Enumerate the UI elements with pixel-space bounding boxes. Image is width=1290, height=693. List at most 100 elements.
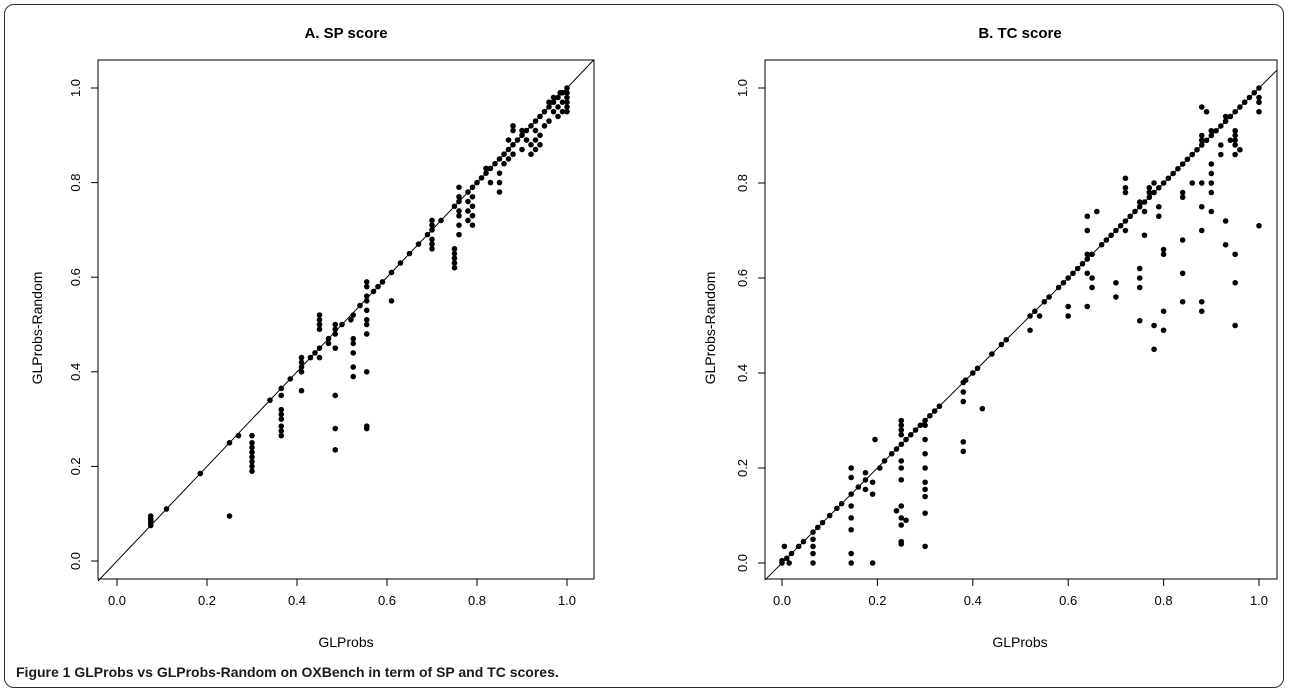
data-point xyxy=(810,529,816,535)
data-point xyxy=(249,458,255,465)
data-point xyxy=(848,503,854,509)
data-point xyxy=(456,198,462,205)
data-point xyxy=(1089,275,1095,281)
data-point xyxy=(474,179,480,186)
data-point xyxy=(1160,251,1167,258)
data-point xyxy=(316,354,323,361)
x-tick-label: 0.0 xyxy=(108,593,126,608)
data-point xyxy=(1136,317,1143,324)
data-point xyxy=(862,486,869,493)
data-point xyxy=(312,350,318,356)
data-point xyxy=(1198,180,1205,186)
data-point xyxy=(1256,108,1262,115)
data-point xyxy=(363,307,370,314)
data-point xyxy=(862,469,869,476)
y-tick-label: 1.0 xyxy=(68,79,83,97)
data-point xyxy=(779,557,785,564)
data-point xyxy=(1136,265,1143,272)
data-point xyxy=(537,132,543,139)
data-point xyxy=(532,146,539,153)
data-point xyxy=(278,411,285,418)
data-point xyxy=(429,246,435,252)
data-point xyxy=(1041,298,1048,305)
data-point xyxy=(848,515,854,521)
data-point xyxy=(1218,123,1224,129)
data-point xyxy=(1070,270,1076,277)
data-point xyxy=(1170,170,1176,177)
x-tick-label: 0.8 xyxy=(468,593,486,608)
data-point xyxy=(1237,146,1243,153)
plot-area: 0.0 0.2 0.4 0.6 0.8 1.0 0.0 0.2 0.4 0.6 0.8 1.0 xyxy=(735,59,1278,608)
y-tick-label: 0.2 xyxy=(735,459,750,477)
data-point xyxy=(350,340,357,347)
data-point xyxy=(564,89,570,96)
data-point xyxy=(1208,180,1215,186)
data-point xyxy=(795,543,802,550)
data-point xyxy=(960,398,967,405)
data-point xyxy=(298,364,305,370)
x-tick-label: 1.0 xyxy=(558,593,576,608)
data-point xyxy=(1122,218,1129,224)
data-point xyxy=(546,104,552,110)
data-point xyxy=(898,427,905,433)
data-point xyxy=(810,560,816,566)
data-point xyxy=(456,222,462,228)
data-point xyxy=(487,179,494,186)
data-point xyxy=(1175,165,1181,172)
data-point xyxy=(350,364,357,370)
x-tick-label: 0.8 xyxy=(1155,593,1173,608)
data-point xyxy=(1098,241,1105,248)
x-tick-label: 0.2 xyxy=(198,593,216,608)
x-tick-label: 0.6 xyxy=(378,593,396,608)
data-point xyxy=(501,160,507,167)
data-point xyxy=(1127,213,1134,220)
data-point xyxy=(298,369,305,375)
data-point xyxy=(1046,294,1052,300)
data-point xyxy=(363,279,370,285)
data-point xyxy=(429,227,435,233)
data-point xyxy=(838,500,845,507)
data-point xyxy=(1208,170,1215,177)
data-point xyxy=(363,293,370,299)
data-point xyxy=(555,104,561,110)
data-point xyxy=(350,312,357,318)
data-point xyxy=(1032,308,1038,315)
data-point xyxy=(370,288,377,295)
data-point xyxy=(974,365,981,372)
data-point xyxy=(501,151,507,158)
data-point xyxy=(876,465,883,471)
data-point xyxy=(1218,142,1224,148)
data-point xyxy=(810,550,816,557)
data-point xyxy=(1232,142,1238,148)
data-point xyxy=(278,392,285,399)
data-point xyxy=(147,513,154,519)
data-point xyxy=(451,246,458,252)
data-point xyxy=(249,432,255,439)
data-point xyxy=(1232,108,1238,115)
x-axis-label: GLProbs xyxy=(318,634,373,650)
data-point xyxy=(1122,227,1129,234)
data-point xyxy=(332,326,339,333)
data-point xyxy=(541,123,548,129)
data-point xyxy=(350,335,357,342)
y-tick-label: 0.0 xyxy=(68,552,83,570)
data-point xyxy=(1179,194,1186,201)
data-point xyxy=(487,165,494,172)
data-point xyxy=(1227,137,1234,144)
data-point xyxy=(927,412,933,419)
data-point xyxy=(881,458,888,464)
data-point xyxy=(783,555,790,562)
data-point xyxy=(424,231,431,238)
data-point xyxy=(379,279,386,285)
data-point xyxy=(898,458,905,464)
data-point xyxy=(781,543,788,550)
data-point xyxy=(249,454,255,460)
data-point xyxy=(1146,194,1153,201)
data-point xyxy=(555,94,561,101)
data-point xyxy=(917,422,924,429)
data-point xyxy=(564,94,570,101)
data-point xyxy=(1222,118,1229,125)
data-point xyxy=(1060,279,1067,286)
data-point xyxy=(1160,308,1167,315)
data-point xyxy=(1084,303,1091,310)
